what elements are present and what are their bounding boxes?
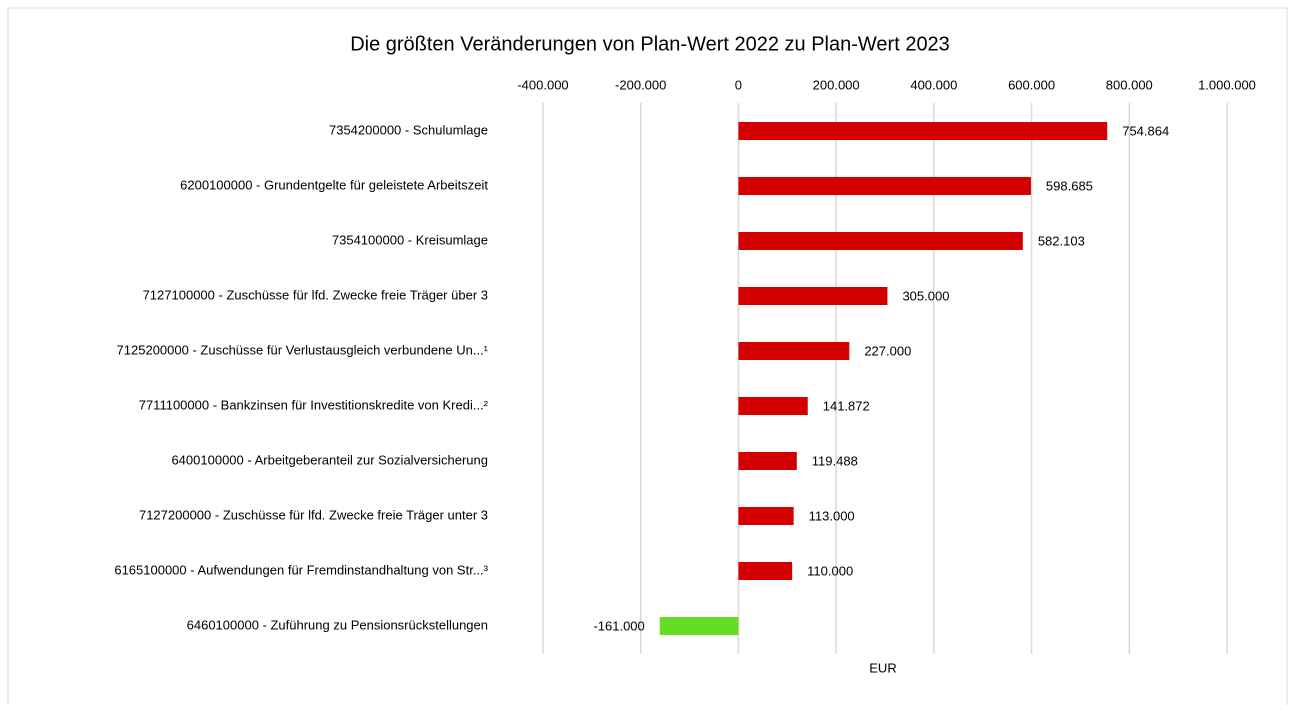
y-tick-label: 6400100000 - Arbeitgeberanteil zur Sozia… — [171, 452, 488, 467]
bar — [738, 342, 850, 360]
y-tick-label: 7127200000 - Zuschüsse für lfd. Zwecke f… — [139, 507, 488, 522]
data-label: 754.864 — [1122, 123, 1169, 138]
bar — [738, 287, 888, 305]
x-tick-label: 0 — [735, 77, 742, 92]
bar — [738, 507, 794, 525]
bar — [738, 562, 793, 580]
data-label: 227.000 — [864, 343, 911, 358]
y-tick-label: 7127100000 - Zuschüsse für lfd. Zwecke f… — [143, 287, 488, 302]
data-label: 113.000 — [809, 508, 855, 523]
data-label: 598.685 — [1046, 178, 1093, 193]
bar — [738, 122, 1108, 140]
data-label: 119.488 — [812, 453, 858, 468]
x-tick-label: 600.000 — [1008, 77, 1055, 92]
chart-title: Die größten Veränderungen von Plan-Wert … — [350, 33, 950, 55]
data-label: 141.872 — [823, 398, 870, 413]
bar — [659, 617, 739, 635]
x-tick-label: -200.000 — [615, 77, 666, 92]
bar — [738, 177, 1031, 195]
y-tick-label: 7125200000 - Zuschüsse für Verlustausgle… — [117, 342, 489, 357]
data-label: 110.000 — [807, 563, 853, 578]
x-tick-label: 200.000 — [813, 77, 860, 92]
x-tick-label: -400.000 — [517, 77, 568, 92]
x-tick-label: 800.000 — [1106, 77, 1153, 92]
y-tick-label: 6200100000 - Grundentgelte für geleistet… — [180, 177, 488, 192]
data-label: -161.000 — [593, 618, 644, 633]
data-label: 305.000 — [902, 288, 949, 303]
data-label: 582.103 — [1038, 233, 1085, 248]
bar — [738, 397, 808, 415]
bar — [738, 232, 1023, 250]
y-tick-label: 7711100000 - Bankzinsen für Investitions… — [139, 397, 489, 412]
y-tick-label: 7354200000 - Schulumlage — [329, 122, 488, 137]
x-axis-label: EUR — [869, 660, 896, 675]
x-tick-label: 1.000.000 — [1198, 77, 1256, 92]
x-tick-label: 400.000 — [910, 77, 957, 92]
y-tick-label: 6165100000 - Aufwendungen für Fremdinsta… — [114, 562, 488, 577]
y-tick-label: 6460100000 - Zuführung zu Pensionsrückst… — [187, 617, 488, 632]
y-tick-label: 7354100000 - Kreisumlage — [332, 232, 488, 247]
bar — [738, 452, 797, 470]
